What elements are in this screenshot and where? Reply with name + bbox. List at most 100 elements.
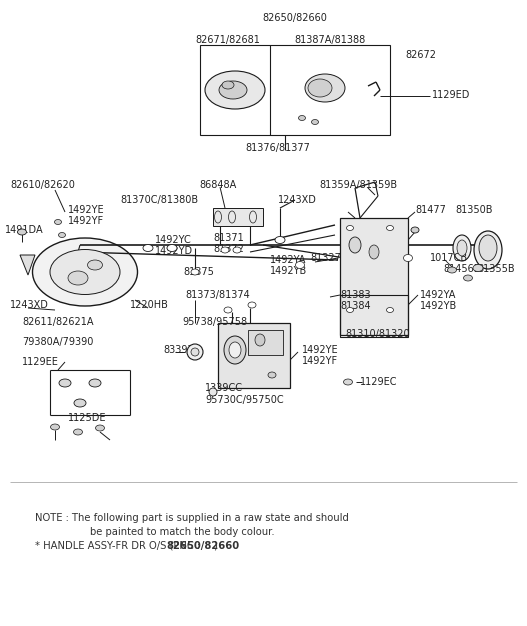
Ellipse shape bbox=[474, 231, 502, 269]
Text: 1492YF: 1492YF bbox=[68, 216, 104, 226]
Text: 81456B: 81456B bbox=[443, 264, 481, 274]
Text: ): ) bbox=[213, 541, 217, 551]
Text: 1220HB: 1220HB bbox=[130, 300, 169, 310]
Ellipse shape bbox=[191, 269, 199, 275]
Ellipse shape bbox=[219, 81, 247, 99]
Ellipse shape bbox=[17, 229, 26, 235]
Text: 81477: 81477 bbox=[415, 205, 446, 215]
Ellipse shape bbox=[191, 348, 199, 356]
Text: 1129ED: 1129ED bbox=[432, 90, 471, 100]
Ellipse shape bbox=[50, 250, 120, 294]
Text: 81359A/81359B: 81359A/81359B bbox=[319, 180, 397, 190]
Ellipse shape bbox=[457, 240, 467, 256]
Ellipse shape bbox=[308, 79, 332, 97]
Polygon shape bbox=[20, 255, 35, 275]
Text: 81327: 81327 bbox=[310, 253, 341, 263]
Ellipse shape bbox=[404, 255, 413, 262]
Bar bbox=[213, 208, 263, 226]
Ellipse shape bbox=[311, 120, 318, 125]
Ellipse shape bbox=[255, 334, 265, 346]
Ellipse shape bbox=[473, 265, 483, 272]
Ellipse shape bbox=[346, 307, 354, 312]
Text: 81355B: 81355B bbox=[477, 264, 515, 274]
Text: 1243XD: 1243XD bbox=[10, 300, 49, 310]
Ellipse shape bbox=[95, 425, 104, 431]
Ellipse shape bbox=[349, 237, 361, 253]
Text: 81371: 81371 bbox=[213, 233, 244, 243]
Ellipse shape bbox=[275, 237, 285, 244]
Bar bbox=[340, 295, 408, 337]
Text: 1129EE: 1129EE bbox=[22, 357, 59, 367]
Ellipse shape bbox=[221, 247, 229, 253]
Ellipse shape bbox=[346, 225, 354, 230]
Text: 82610/82620: 82610/82620 bbox=[10, 180, 75, 190]
Ellipse shape bbox=[386, 225, 394, 230]
Text: 1491DA: 1491DA bbox=[5, 225, 44, 235]
Ellipse shape bbox=[369, 245, 379, 259]
Text: 81383: 81383 bbox=[340, 290, 370, 300]
Text: 81373/81374: 81373/81374 bbox=[185, 290, 250, 300]
Text: 81310/81320: 81310/81320 bbox=[345, 329, 409, 339]
Ellipse shape bbox=[87, 260, 102, 270]
Text: 1492YA: 1492YA bbox=[420, 290, 456, 300]
Text: 1492YE: 1492YE bbox=[302, 345, 339, 355]
Ellipse shape bbox=[453, 235, 471, 261]
Ellipse shape bbox=[268, 372, 276, 378]
Bar bbox=[218, 323, 290, 388]
Ellipse shape bbox=[89, 379, 101, 387]
Bar bbox=[248, 330, 283, 355]
Text: 82672: 82672 bbox=[405, 50, 436, 60]
Ellipse shape bbox=[298, 116, 306, 120]
Ellipse shape bbox=[224, 336, 246, 364]
Ellipse shape bbox=[411, 227, 419, 233]
Ellipse shape bbox=[54, 220, 62, 225]
Ellipse shape bbox=[209, 388, 217, 396]
Text: 1339CC: 1339CC bbox=[205, 383, 243, 393]
Ellipse shape bbox=[187, 344, 203, 360]
Ellipse shape bbox=[229, 342, 241, 358]
Text: 82650/82660: 82650/82660 bbox=[262, 13, 327, 23]
Ellipse shape bbox=[51, 424, 60, 430]
Ellipse shape bbox=[74, 399, 86, 407]
Ellipse shape bbox=[479, 235, 497, 261]
Ellipse shape bbox=[447, 267, 456, 273]
Bar bbox=[200, 45, 390, 135]
Text: 95738/95758: 95738/95758 bbox=[182, 317, 247, 327]
Text: 1492YB: 1492YB bbox=[420, 301, 457, 311]
Ellipse shape bbox=[222, 81, 234, 89]
Ellipse shape bbox=[143, 245, 153, 252]
Ellipse shape bbox=[344, 379, 353, 385]
Text: 1492YF: 1492YF bbox=[302, 356, 338, 366]
Text: 1125DE: 1125DE bbox=[68, 413, 106, 423]
Ellipse shape bbox=[464, 275, 473, 281]
Text: 1243XD: 1243XD bbox=[278, 195, 317, 205]
Bar bbox=[340, 218, 408, 335]
Text: 1129EC: 1129EC bbox=[360, 377, 397, 387]
Ellipse shape bbox=[59, 379, 71, 387]
Text: 79380A/79390: 79380A/79390 bbox=[22, 337, 93, 347]
Ellipse shape bbox=[248, 302, 256, 308]
Ellipse shape bbox=[73, 429, 83, 435]
Ellipse shape bbox=[68, 271, 88, 285]
Ellipse shape bbox=[296, 262, 305, 269]
Text: 81350B: 81350B bbox=[455, 205, 493, 215]
Ellipse shape bbox=[305, 74, 345, 102]
Text: 83397: 83397 bbox=[163, 345, 194, 355]
Ellipse shape bbox=[33, 238, 138, 306]
Ellipse shape bbox=[233, 247, 241, 253]
Text: 81370C/81380B: 81370C/81380B bbox=[120, 195, 198, 205]
Text: 1492YD: 1492YD bbox=[155, 246, 193, 256]
Text: 86848A: 86848A bbox=[199, 180, 237, 190]
Text: 81375: 81375 bbox=[183, 267, 214, 277]
Ellipse shape bbox=[167, 245, 177, 252]
Text: 1492YA: 1492YA bbox=[270, 255, 306, 265]
Text: 95730C/95750C: 95730C/95750C bbox=[205, 395, 284, 405]
Text: 82650/82660: 82650/82660 bbox=[167, 541, 240, 551]
Text: be painted to match the body colour.: be painted to match the body colour. bbox=[90, 527, 275, 537]
Text: 1017CB: 1017CB bbox=[430, 253, 468, 263]
Text: 82611/82621A: 82611/82621A bbox=[22, 317, 93, 327]
Text: 81376/81377: 81376/81377 bbox=[246, 143, 310, 153]
Text: NOTE : The following part is supplied in a raw state and should: NOTE : The following part is supplied in… bbox=[35, 513, 349, 523]
Text: 81387A/81388: 81387A/81388 bbox=[295, 35, 366, 45]
Ellipse shape bbox=[386, 307, 394, 312]
